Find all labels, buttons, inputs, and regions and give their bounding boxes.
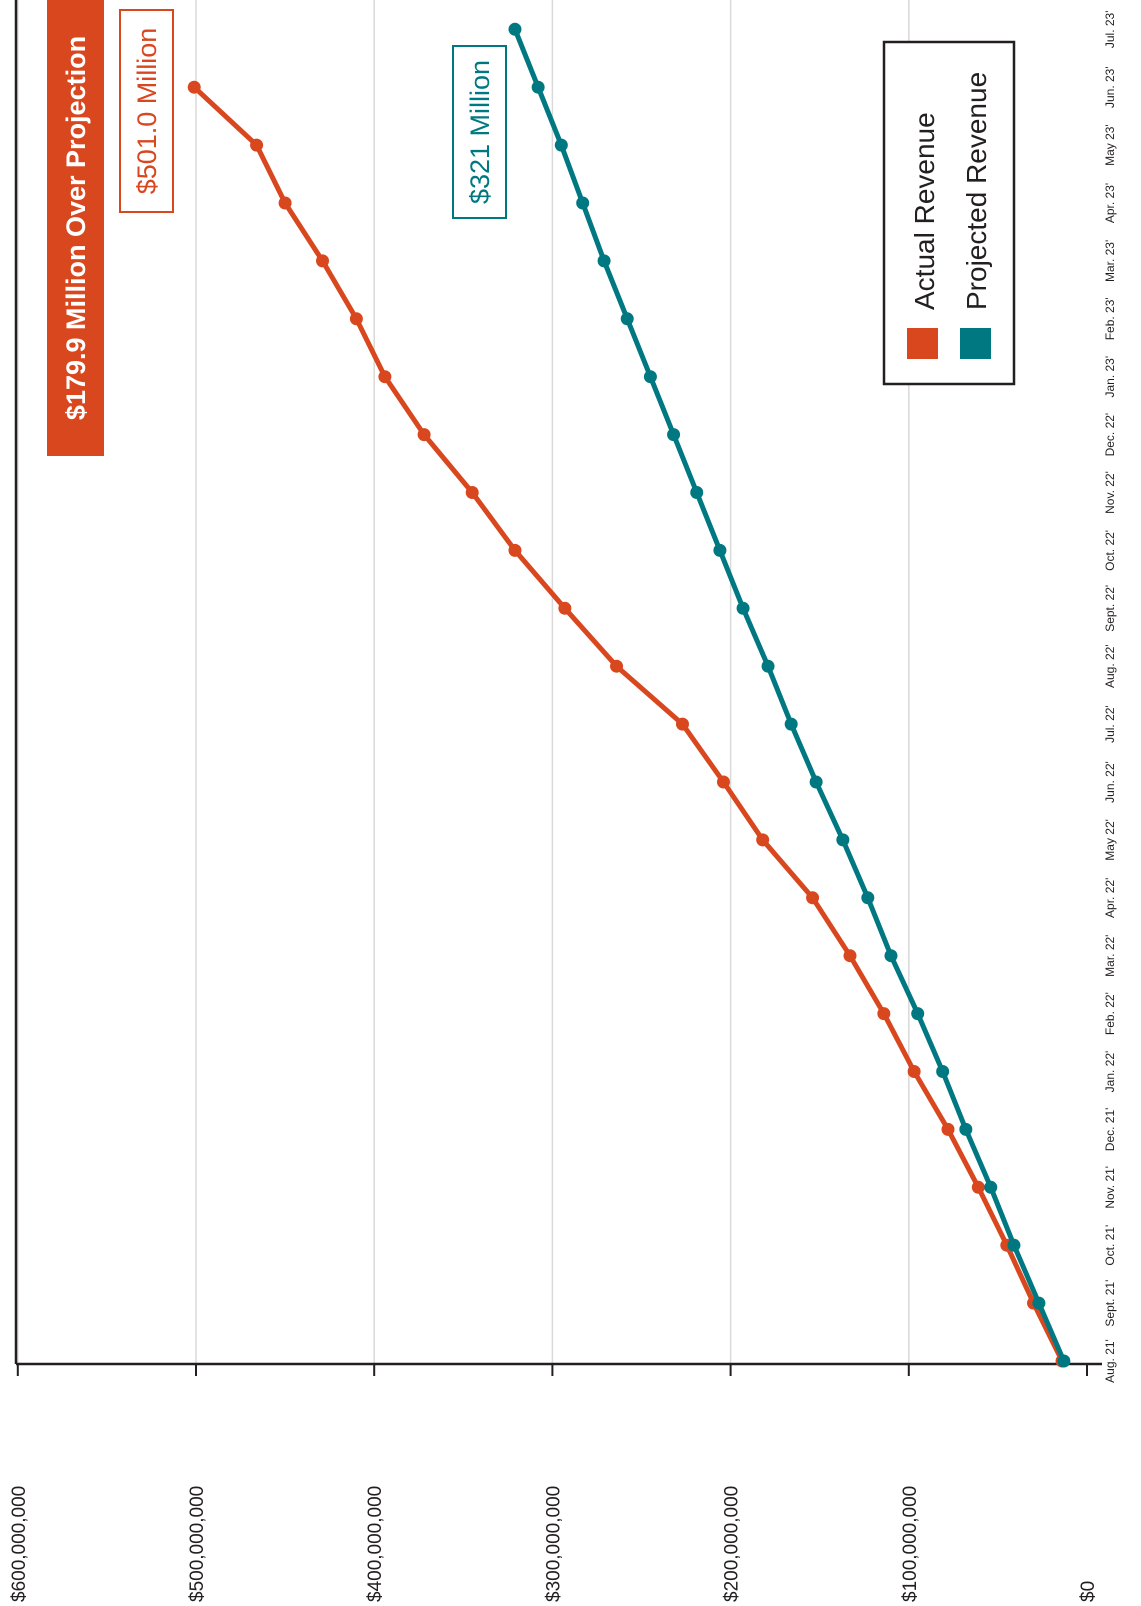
actual-revenue-point <box>843 949 857 963</box>
x-tick-label: Nov. 22' <box>1103 471 1117 514</box>
actual-revenue-point <box>806 891 820 905</box>
x-tick-label: Sept. 21' <box>1103 1280 1117 1327</box>
projected-revenue-point <box>667 428 681 442</box>
projected-revenue-point <box>736 601 750 615</box>
y-tick-label: $300,000,000 <box>543 1486 564 1602</box>
actual-revenue-point <box>716 775 730 789</box>
actual-revenue-point <box>349 312 363 326</box>
y-tick-label: $0 <box>1078 1581 1099 1602</box>
actual-revenue-point <box>877 1007 891 1021</box>
projected-revenue-point <box>576 196 590 210</box>
actual-revenue-point <box>971 1180 985 1194</box>
headline-box <box>47 0 104 456</box>
projected-revenue-point <box>936 1065 950 1078</box>
x-tick-label: Feb. 22' <box>1103 992 1117 1035</box>
legend-swatch-projected <box>960 328 991 359</box>
projected-revenue-point <box>713 543 727 557</box>
actual-revenue-point <box>558 601 572 615</box>
y-tick-label: $500,000,000 <box>187 1486 208 1602</box>
x-tick-label: Jun. 23' <box>1103 66 1117 108</box>
series <box>187 22 1071 1368</box>
y-tick-labels: $0 $100,000,000 $200,000,000 $300,000,000 $4… <box>9 1364 1099 1602</box>
x-tick-label: May 23' <box>1103 124 1117 166</box>
x-tick-label: Aug. 21' <box>1103 1339 1117 1383</box>
actual-revenue-point <box>378 370 392 384</box>
projected-revenue-point <box>836 833 850 847</box>
projected-revenue-point <box>597 254 611 268</box>
projected-revenue-point <box>784 717 798 731</box>
x-tick-label: Oct. 22' <box>1103 530 1117 571</box>
projected-revenue-point <box>554 138 568 152</box>
projected-revenue-point <box>690 486 704 499</box>
y-tick-label: $600,000,000 <box>9 1486 30 1602</box>
x-tick-label: Dec. 21' <box>1103 1108 1117 1152</box>
projected-revenue-point <box>959 1122 973 1136</box>
x-tick-labels: Aug. 21' Sept. 21' Oct. 21' Nov. 21' Dec. 21… <box>1103 10 1117 1382</box>
actual-revenue-point <box>941 1122 955 1136</box>
legend: Actual Revenue Projected Revenue <box>882 40 1016 386</box>
actual-revenue-point <box>250 138 264 152</box>
actual-revenue-point <box>675 717 689 731</box>
projected-revenue-point <box>911 1007 925 1021</box>
projected-revenue-point <box>984 1180 998 1194</box>
actual-revenue-point <box>316 254 330 268</box>
y-tick-label: $100,000,000 <box>900 1486 921 1602</box>
projected-revenue-point <box>508 22 522 36</box>
x-tick-label: Jan. 23' <box>1103 356 1117 398</box>
actual-revenue-point <box>610 659 624 673</box>
x-tick-label: Nov. 21' <box>1103 1166 1117 1209</box>
projected-end-annotation: $321 Million <box>452 45 507 219</box>
y-tick-label: $200,000,000 <box>722 1486 743 1602</box>
projected-revenue-point <box>809 775 823 789</box>
actual-revenue-point <box>756 833 770 847</box>
headline-annotation: $179.9 Million Over Projection <box>47 0 104 456</box>
x-tick-label: Jul. 23' <box>1103 10 1117 48</box>
x-tick-label: Mar. 22' <box>1103 935 1117 977</box>
gridlines <box>17 0 910 1364</box>
projected-revenue-point <box>531 80 545 94</box>
x-tick-label: Jun. 22' <box>1103 761 1117 803</box>
y-tick-label: $400,000,000 <box>365 1486 386 1602</box>
x-tick-label: Aug. 22' <box>1103 644 1117 688</box>
x-tick-label: Sept. 22' <box>1103 585 1117 632</box>
actual-revenue-point <box>278 196 292 210</box>
x-tick-label: May 22' <box>1103 819 1117 861</box>
actual-revenue-point <box>417 428 431 442</box>
projected-revenue-point <box>620 312 634 326</box>
x-tick-label: Mar. 23' <box>1103 240 1117 282</box>
x-tick-label: Dec. 22' <box>1103 413 1117 457</box>
projected-end-text: $321 Million <box>465 60 495 204</box>
x-tick-label: Apr. 22' <box>1103 878 1117 918</box>
legend-label-actual: Actual Revenue <box>909 112 940 310</box>
projected-revenue-point <box>1057 1354 1071 1368</box>
x-tick-label: Oct. 21' <box>1103 1225 1117 1266</box>
actual-end-annotation: $501.0 Million <box>119 9 174 213</box>
x-tick-label: Apr. 23' <box>1103 183 1117 223</box>
projected-revenue-point <box>1032 1296 1046 1310</box>
actual-end-text: $501.0 Million <box>132 28 162 195</box>
projected-revenue-line <box>512 26 1067 1364</box>
headline-text: $179.9 Million Over Projection <box>61 36 91 420</box>
projected-end-box <box>452 45 507 219</box>
projected-revenue-point <box>761 659 775 673</box>
projected-revenue-point <box>643 370 657 384</box>
projected-revenue-point <box>1007 1238 1021 1252</box>
actual-revenue-point <box>508 543 522 557</box>
legend-swatch-actual <box>907 328 938 359</box>
legend-box <box>882 40 1016 386</box>
actual-revenue-point <box>907 1065 921 1078</box>
legend-label-projected: Projected Revenue <box>961 72 992 310</box>
x-tick-label: Jan. 22' <box>1103 1051 1117 1093</box>
projected-revenue-point <box>884 949 898 963</box>
x-tick-label: Feb. 23' <box>1103 297 1117 340</box>
x-tick-label: Jul. 22' <box>1103 705 1117 743</box>
actual-end-box <box>119 9 174 213</box>
actual-revenue-point <box>187 80 201 94</box>
projected-revenue-point <box>861 891 875 905</box>
actual-revenue-point <box>465 486 479 499</box>
